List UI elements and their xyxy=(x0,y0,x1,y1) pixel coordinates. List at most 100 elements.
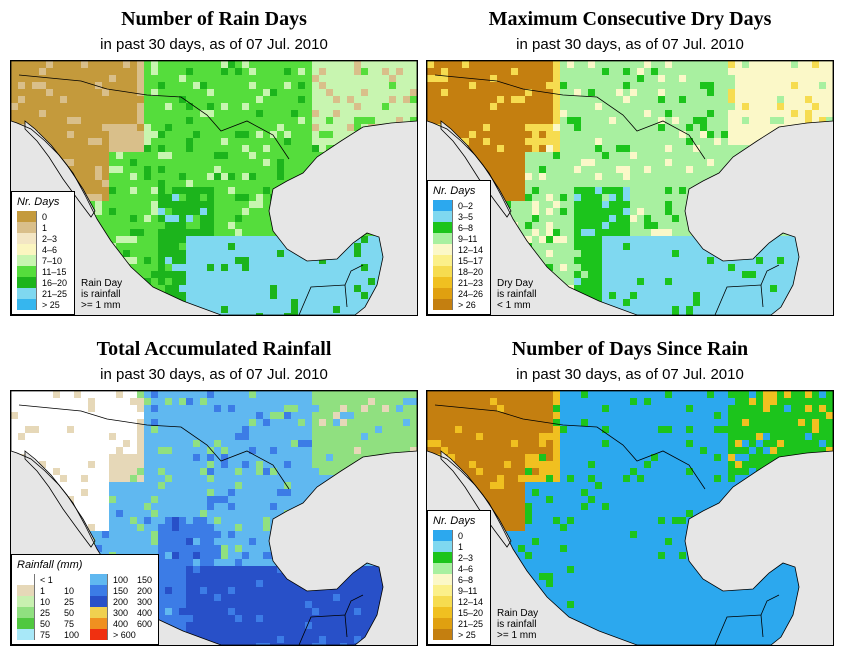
legend-label: 4–6 xyxy=(458,563,474,574)
gulf-of-california xyxy=(440,120,512,218)
country-border xyxy=(714,284,764,315)
legend-label: 6–8 xyxy=(458,574,474,585)
legend-entry: 400 600 xyxy=(90,618,153,629)
legend-swatch xyxy=(433,266,453,277)
legend-entry: 1 xyxy=(17,222,69,233)
legend-swatch xyxy=(17,299,37,310)
legend-note: Dry Day is rainfall < 1 mm xyxy=(497,278,536,311)
legend-entry: 300 400 xyxy=(90,607,153,618)
legend-label-low: 50 xyxy=(40,618,51,629)
legend-entry: 4–6 xyxy=(433,563,485,574)
legend-entry: 1 10 xyxy=(17,585,80,596)
country-border xyxy=(18,74,290,160)
legend-label-high: 100 xyxy=(64,629,80,640)
legend-swatch xyxy=(433,233,453,244)
note-line: >= 1 mm xyxy=(81,300,121,311)
legend-swatch xyxy=(17,266,37,277)
legend-swatch xyxy=(90,618,108,629)
legend: Nr. Days 0 1 2–3 4–6 6–8 9–11 12–14 15–20 21–25 >… xyxy=(427,510,491,645)
legend-rows: 0 1 2–3 4–6 7–10 11–15 16–20 21–25 > 25 xyxy=(17,211,69,310)
legend-swatch xyxy=(17,618,35,629)
legend-entry: 18–20 xyxy=(433,266,485,277)
legend-label-low: 100 xyxy=(113,574,129,585)
legend-note: Rain Day is rainfall >= 1 mm xyxy=(81,278,122,311)
legend-label-low: 10 xyxy=(40,596,51,607)
legend-swatch xyxy=(433,596,453,607)
legend-entry: 21–25 xyxy=(17,288,69,299)
legend-label-low: > 600 xyxy=(113,629,136,640)
country-border xyxy=(714,614,764,645)
legend-label: 7–10 xyxy=(42,255,63,266)
legend-label: 6–8 xyxy=(458,222,474,233)
country-border xyxy=(760,264,780,286)
legend-title: Nr. Days xyxy=(17,196,60,208)
legend-label: 2–3 xyxy=(42,233,58,244)
note-line: Rain Day xyxy=(497,608,539,619)
legend-swatch xyxy=(17,211,37,222)
legend-swatch xyxy=(17,585,35,596)
panel-subtitle: in past 30 days, as of 07 Jul. 2010 xyxy=(100,36,328,53)
legend-swatch xyxy=(17,288,37,299)
legend-swatch xyxy=(433,618,453,629)
legend-label: > 25 xyxy=(458,629,476,640)
legend-rows: 0–2 3–5 6–8 9–11 12–14 15–17 18–20 21–23 24–26 > … xyxy=(433,200,485,310)
gulf-of-california xyxy=(440,450,512,548)
legend-entry: 9–11 xyxy=(433,585,485,596)
map-canvas xyxy=(427,391,833,645)
legend-label: 4–6 xyxy=(42,244,58,255)
legend-entry: > 600 xyxy=(90,629,153,640)
legend-entry: 2–3 xyxy=(17,233,69,244)
legend-swatch xyxy=(433,607,453,618)
legend-label: 21–23 xyxy=(458,277,484,288)
legend-swatch xyxy=(433,299,453,310)
legend-rows: 0 1 2–3 4–6 6–8 9–11 12–14 15–20 21–25 > 25 xyxy=(433,530,485,640)
legend-label-low: 25 xyxy=(40,607,51,618)
legend-swatch xyxy=(90,596,108,607)
panel-accumulated-rainfall: Total Accumulated Rainfall in past 30 da… xyxy=(10,330,418,648)
panel-dry-days: Maximum Consecutive Dry Days in past 30 … xyxy=(426,0,834,318)
legend-entry: 16–20 xyxy=(17,277,69,288)
legend: Nr. Days 0–2 3–5 6–8 9–11 12–14 15–17 18–20 21–… xyxy=(427,180,491,315)
note-line: is rainfall xyxy=(81,289,121,300)
legend-label: 0 xyxy=(458,530,464,541)
coastline xyxy=(11,61,417,315)
legend-swatch xyxy=(17,255,37,266)
legend-title: Rainfall (mm) xyxy=(17,559,83,571)
legend-note: Rain Day is rainfall >= 1 mm xyxy=(497,608,538,641)
legend-swatch xyxy=(433,211,453,222)
legend-swatch xyxy=(433,629,453,640)
legend-label: 3–5 xyxy=(458,211,474,222)
legend-swatch xyxy=(17,233,37,244)
legend-entry: 4–6 xyxy=(17,244,69,255)
legend-entry: > 25 xyxy=(17,299,69,310)
note-line: Dry Day xyxy=(497,278,534,289)
legend-label: 21–25 xyxy=(42,288,68,299)
legend-label-high: 50 xyxy=(64,607,75,618)
legend-entry: 6–8 xyxy=(433,574,485,585)
legend-label-high: 25 xyxy=(64,596,75,607)
legend-entry: 15–20 xyxy=(433,607,485,618)
legend-swatch xyxy=(433,222,453,233)
panel-title: Number of Days Since Rain xyxy=(511,338,749,360)
legend-label-low: 200 xyxy=(113,596,129,607)
legend-swatch xyxy=(433,255,453,266)
note-line: is rainfall xyxy=(497,619,537,630)
legend-entry: 150 200 xyxy=(90,585,153,596)
legend-swatch xyxy=(433,563,453,574)
gulf-of-california xyxy=(24,450,96,548)
legend-label: 12–14 xyxy=(458,244,484,255)
panel-rain-days: Number of Rain Days in past 30 days, as … xyxy=(10,0,418,318)
legend-entry: 50 75 xyxy=(17,618,80,629)
coastline xyxy=(427,391,833,645)
legend-label: > 25 xyxy=(42,299,60,310)
legend-title: Nr. Days xyxy=(433,185,476,197)
legend-entry: 10 25 xyxy=(17,596,80,607)
panel-days-since-rain: Number of Days Since Rain in past 30 day… xyxy=(426,330,834,648)
legend-label-high: 400 xyxy=(137,607,153,618)
legend-entry: 3–5 xyxy=(433,211,485,222)
legend-swatch xyxy=(90,629,108,640)
legend-entry: > 26 xyxy=(433,299,485,310)
legend-swatch xyxy=(90,607,108,618)
legend-entry: 0 xyxy=(433,530,485,541)
country-border xyxy=(760,594,780,616)
